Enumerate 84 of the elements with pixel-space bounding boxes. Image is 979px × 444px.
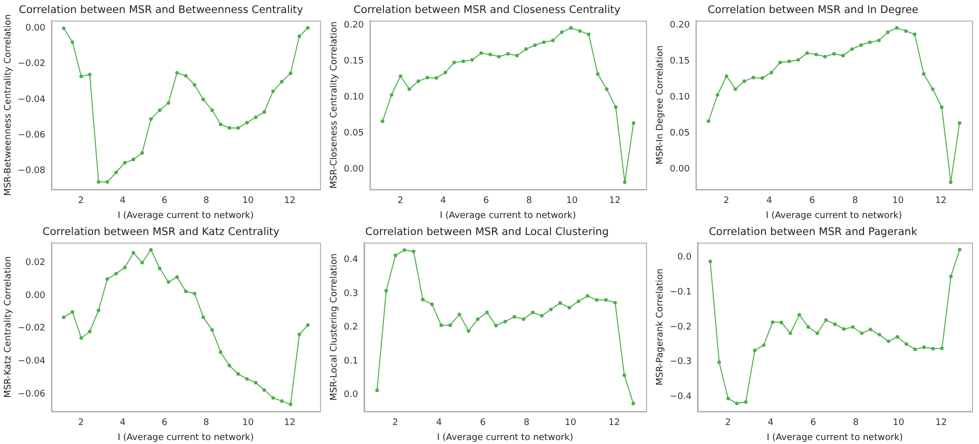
y-tick-label: 0.0 — [344, 390, 358, 400]
chart-title: Correlation between MSR and Katz Centrality — [42, 226, 280, 238]
x-tick-label: 4 — [120, 196, 126, 206]
y-axis-title: MSR-Closeness Centrality Correlation — [330, 21, 340, 189]
x-axis-title: I (Average current to network) — [766, 210, 902, 221]
x-tick-label: 2 — [392, 418, 398, 428]
y-axis-title: MSR-In Degree Correlation — [656, 45, 666, 165]
x-tick-label: 2 — [725, 418, 731, 428]
x-tick-label: 10 — [242, 196, 254, 206]
y-tick-label: −0.2 — [670, 322, 692, 332]
chart-title: Correlation between MSR and In Degree — [708, 4, 918, 16]
y-tick-label: 0.3 — [344, 288, 358, 299]
y-tick-label: −0.04 — [18, 94, 46, 105]
y-tick-label: 0.05 — [670, 128, 690, 138]
x-tick-label: 4 — [440, 196, 446, 206]
x-tick-label: 10 — [564, 418, 576, 428]
y-tick-label: 0.4 — [344, 255, 358, 266]
x-tick-label: 2 — [723, 196, 730, 206]
y-tick-label: −0.08 — [18, 166, 46, 176]
y-tick-label: 0.20 — [344, 20, 364, 30]
chart-title: Correlation between MSR and Betweenness Centrality — [18, 4, 304, 16]
y-axis-title: MSR-Pagerank Correlation — [656, 268, 666, 386]
x-tick-label: 10 — [892, 196, 904, 206]
y-tick-label: 0.02 — [25, 258, 46, 268]
x-tick-label: 6 — [483, 196, 490, 206]
x-tick-label: 12 — [935, 196, 947, 206]
x-tick-label: 8 — [524, 418, 530, 428]
x-tick-label: 8 — [526, 196, 532, 206]
y-tick-label: −0.3 — [670, 357, 692, 368]
y-tick-label: −0.02 — [18, 324, 46, 334]
y-tick-label: 0.00 — [344, 164, 364, 175]
chart-title: Correlation between MSR and Closeness Centrality — [354, 4, 620, 16]
y-tick-label: 0.20 — [670, 20, 690, 30]
y-tick-label: 0.1 — [344, 356, 358, 366]
x-tick-label: 4 — [120, 418, 126, 428]
x-tick-label: 6 — [162, 196, 168, 206]
x-tick-label: 4 — [766, 196, 772, 206]
y-tick-label: 0.0 — [677, 252, 692, 263]
x-tick-label: 6 — [480, 418, 486, 428]
x-axis-title: I (Average current to network) — [436, 432, 574, 443]
x-tick-label: 8 — [852, 418, 859, 428]
x-tick-label: 8 — [852, 196, 858, 206]
y-tick-label: 0.2 — [344, 322, 358, 333]
y-tick-label: 0.10 — [670, 92, 690, 102]
x-tick-label: 10 — [892, 418, 904, 428]
y-tick-label: −0.02 — [18, 59, 46, 70]
y-tick-label: 0.00 — [25, 24, 46, 34]
y-tick-label: 0.15 — [670, 56, 690, 66]
x-tick-label: 10 — [242, 418, 254, 428]
x-tick-label: 4 — [768, 418, 774, 428]
x-tick-label: 2 — [78, 418, 84, 428]
y-tick-label: −0.04 — [18, 356, 46, 366]
x-tick-label: 2 — [397, 196, 404, 206]
y-axis-title: MSR-Local Clustering Correlation — [330, 253, 340, 401]
x-tick-label: 6 — [810, 418, 816, 428]
x-tick-label: 8 — [203, 418, 210, 428]
x-axis-title: I (Average current to network) — [766, 432, 903, 443]
x-tick-label: 12 — [284, 196, 296, 206]
x-axis-title: I (Average current to network) — [118, 432, 254, 443]
x-tick-label: 12 — [609, 196, 621, 206]
y-tick-label: −0.06 — [18, 130, 46, 140]
x-tick-label: 10 — [566, 196, 578, 206]
chart-title: Correlation between MSR and Pagerank — [708, 226, 918, 238]
x-axis-title: I (Average current to network) — [118, 210, 254, 221]
x-tick-label: 12 — [935, 418, 947, 428]
y-tick-label: 0.10 — [344, 92, 364, 102]
y-tick-label: −0.1 — [670, 287, 692, 298]
x-axis-title: I (Average current to network) — [440, 210, 576, 221]
x-tick-label: 4 — [436, 418, 442, 428]
y-tick-label: −0.06 — [18, 389, 46, 400]
y-tick-label: 0.00 — [670, 164, 690, 175]
x-tick-label: 2 — [78, 196, 84, 206]
y-tick-label: −0.4 — [670, 392, 692, 402]
x-tick-label: 6 — [162, 418, 168, 428]
y-axis-title: MSR-Betweenness Centrality Correlation — [4, 14, 14, 196]
chart-title: Correlation between MSR and Local Clustering — [365, 226, 609, 238]
x-tick-label: 8 — [203, 196, 210, 206]
y-tick-label: 0.00 — [25, 290, 46, 301]
x-tick-label: 12 — [284, 418, 296, 428]
y-axis-title: MSR-Katz Centrality Correlation — [4, 256, 14, 398]
y-tick-label: 0.05 — [344, 128, 364, 138]
x-tick-label: 12 — [608, 418, 620, 428]
x-tick-label: 6 — [809, 196, 816, 206]
y-tick-label: 0.15 — [344, 56, 364, 66]
